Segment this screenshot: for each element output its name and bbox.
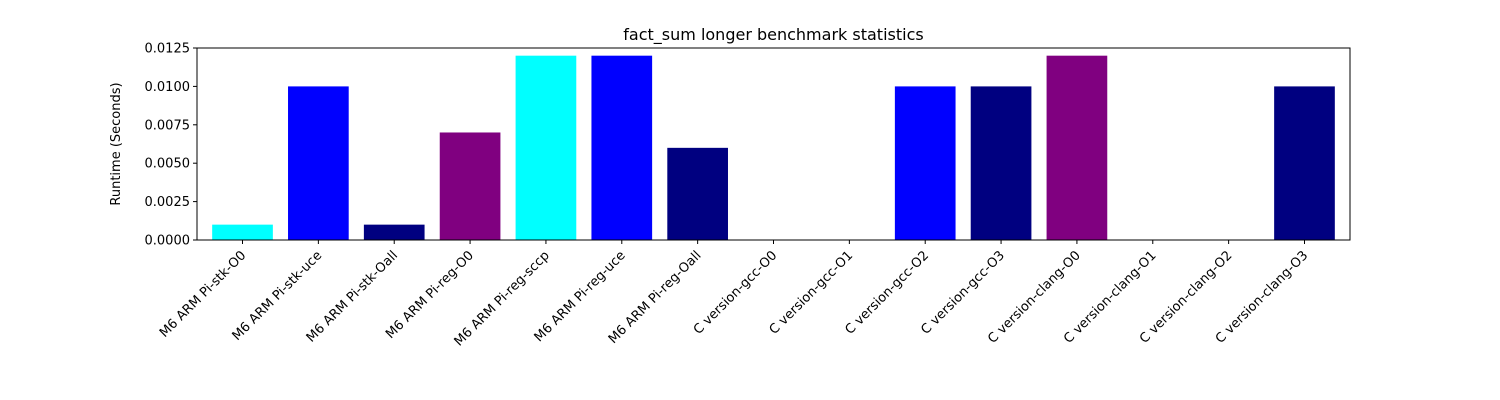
y-axis: 0.0000 0.0025 0.0050 0.0075 0.0100 0.0125 [145, 42, 197, 249]
bar-11 [970, 86, 1032, 241]
bar-12 [1046, 55, 1108, 241]
bar-15 [1274, 86, 1335, 241]
x-tick-label-8: C version-gcc-O0 [691, 248, 781, 338]
y-tick-label-3: 0.0050 [145, 157, 191, 172]
plot-frame [196, 47, 1351, 241]
bar-7 [667, 147, 728, 240]
bars-group [212, 55, 1335, 241]
bar-10 [894, 86, 956, 241]
y-axis-label: Runtime (Seconds) [109, 82, 124, 205]
bar-3 [363, 224, 425, 240]
y-tick-label-1: 0.0000 [145, 234, 191, 249]
x-tick-label-9: C version-gcc-O1 [767, 248, 857, 338]
y-tick-label-2: 0.0025 [145, 195, 191, 210]
chart-title: fact_sum longer benchmark statistics [623, 25, 923, 45]
y-tick-label-5: 0.0100 [145, 80, 191, 95]
bar-2 [288, 86, 349, 241]
y-tick-label-6: 0.0125 [145, 42, 191, 57]
bar-5 [515, 55, 577, 241]
bar-4 [439, 132, 501, 240]
bar-6 [591, 55, 653, 241]
x-tick-label-10: C version-gcc-O2 [843, 248, 933, 338]
y-tick-label-4: 0.0075 [145, 118, 191, 133]
x-tick-label-11: C version-gcc-O3 [918, 248, 1008, 338]
bar-1 [212, 224, 273, 240]
